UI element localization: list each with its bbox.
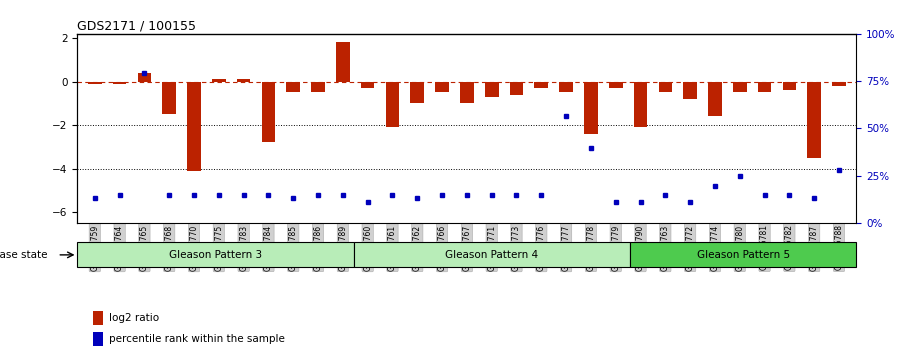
Bar [88, 81, 102, 84]
Text: Gleason Pattern 3: Gleason Pattern 3 [169, 250, 262, 260]
Bar [535, 81, 548, 88]
Bar [187, 81, 200, 171]
Bar [385, 81, 399, 127]
Bar [708, 81, 722, 116]
Text: Gleason Pattern 4: Gleason Pattern 4 [445, 250, 538, 260]
Text: Gleason Pattern 5: Gleason Pattern 5 [697, 250, 790, 260]
Bar [336, 42, 350, 81]
Text: GDS2171 / 100155: GDS2171 / 100155 [77, 19, 197, 33]
Bar [237, 79, 251, 81]
Text: log2 ratio: log2 ratio [108, 313, 159, 323]
Bar [783, 81, 796, 90]
Bar [832, 81, 845, 86]
Bar [609, 81, 622, 88]
Bar [212, 79, 226, 81]
Bar [138, 73, 151, 81]
Bar [261, 81, 275, 142]
Bar [559, 81, 573, 92]
Bar [361, 81, 374, 88]
Bar [435, 81, 449, 92]
Bar [460, 81, 474, 103]
Bar [113, 81, 127, 84]
Bar [93, 312, 103, 325]
Bar [630, 242, 856, 267]
Bar [353, 242, 630, 267]
Bar [286, 81, 300, 92]
Text: percentile rank within the sample: percentile rank within the sample [108, 334, 284, 344]
Bar [807, 81, 821, 158]
Text: disease state: disease state [0, 250, 47, 260]
Bar [683, 81, 697, 99]
Bar [584, 81, 598, 134]
Bar [659, 81, 672, 92]
Bar [485, 81, 498, 97]
Bar [312, 81, 325, 92]
Bar [509, 81, 523, 95]
Bar [411, 81, 425, 103]
Bar [758, 81, 772, 92]
Bar [634, 81, 648, 127]
Bar [733, 81, 747, 92]
Bar [77, 242, 353, 267]
Bar [93, 332, 103, 346]
Bar [162, 81, 176, 114]
